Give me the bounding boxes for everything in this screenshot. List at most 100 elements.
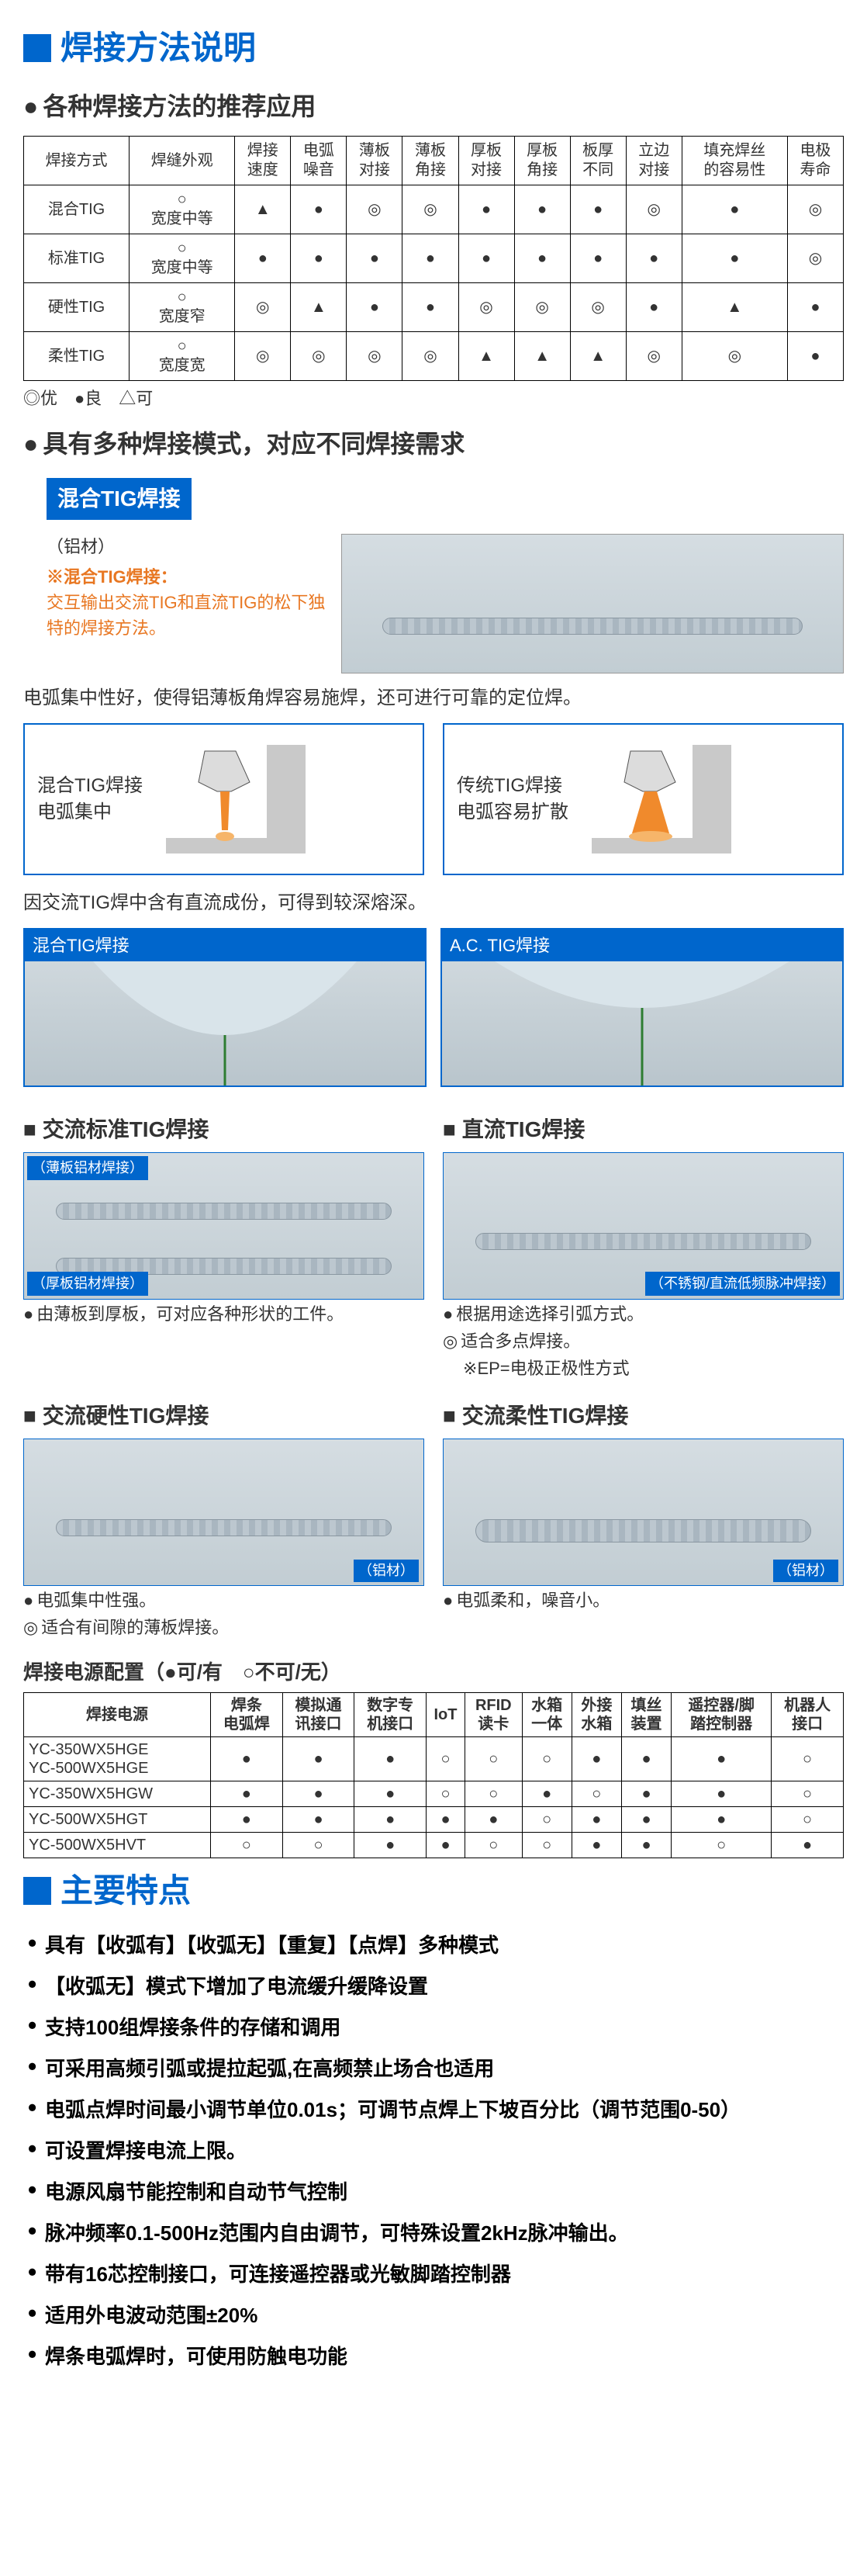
table-cell: ◎ (235, 283, 291, 332)
table-cell: ▲ (682, 283, 787, 332)
table-row: YC-350WX5HGEYC-500WX5HGE●●●○○○●●●○ (24, 1737, 844, 1781)
ac-standard-tig-photo: （薄板铝材焊接） （厚板铝材焊接） (23, 1152, 424, 1300)
table-cell: ● (682, 234, 787, 283)
diag-left-line2: 电弧集中 (37, 799, 143, 826)
mix-tig-heading: 混合TIG焊接 (47, 478, 192, 520)
dc-tig-bullet1: 根据用途选择引弧方式。 (443, 1301, 844, 1327)
table-cell: ● (354, 1737, 427, 1781)
table-cell: ◎ (291, 332, 347, 381)
section-title-welding-methods: 焊接方法说明 (23, 23, 844, 72)
table-cell: ● (291, 234, 347, 283)
thin-plate-label: （薄板铝材焊接） (27, 1156, 148, 1180)
table-cell: ◎ (787, 234, 843, 283)
table-cell: ○ (522, 1737, 572, 1781)
table-cell: ◎ (347, 332, 402, 381)
feature-item: 脉冲频率0.1-500Hz范围内自由调节，可特殊设置2kHz脉冲输出。 (28, 2218, 844, 2249)
pen-right-label: A.C. TIG焊接 (442, 930, 842, 961)
mix-tig-photo (341, 534, 844, 673)
table-cell: ○ (427, 1737, 465, 1781)
table-cell: 硬性TIG (24, 283, 130, 332)
table-row: YC-500WX5HGT●●●●●○●●●○ (24, 1807, 844, 1833)
ac-hard-bullet2: 适合有间隙的薄板焊接。 (23, 1615, 424, 1640)
table-cell: 柔性TIG (24, 332, 130, 381)
power-config-table: 焊接电源焊条电弧焊模拟通讯接口数字专机接口IoTRFID读卡水箱一体外接水箱填丝… (23, 1692, 844, 1858)
table-header-cell: 立边对接 (626, 137, 682, 185)
pen-left-label: 混合TIG焊接 (25, 930, 425, 961)
table-cell: ○ (772, 1781, 844, 1807)
table-cell: ● (354, 1781, 427, 1807)
section-title-features: 主要特点 (23, 1866, 844, 1915)
arc-concentration-desc: 电弧集中性好，使得铝薄板角焊容易施焊，还可进行可靠的定位焊。 (23, 684, 844, 712)
table-cell: ● (427, 1833, 465, 1858)
table-cell: ● (354, 1807, 427, 1833)
table-cell: ● (514, 234, 570, 283)
table-row: 硬性TIG○宽度窄◎▲●●◎◎◎●▲● (24, 283, 844, 332)
ac-standard-tig-heading: 交流标准TIG焊接 (23, 1113, 424, 1146)
mix-tig-notes: （铝材） ※混合TIG焊接： 交互输出交流TIG和直流TIG的松下独特的焊接方法… (47, 534, 326, 673)
table-cell: ● (672, 1737, 772, 1781)
mix-note-title: ※混合TIG焊接： (47, 564, 326, 590)
table-cell: ○ (465, 1781, 522, 1807)
table-cell: ● (347, 283, 402, 332)
ac-hard-tig-heading: 交流硬性TIG焊接 (23, 1400, 424, 1432)
table-cell: YC-350WX5HGEYC-500WX5HGE (24, 1737, 211, 1781)
table-cell: ● (282, 1807, 354, 1833)
weld-bead-graphic (56, 1203, 392, 1220)
table-cell: ◎ (787, 185, 843, 234)
table-header-cell: 模拟通讯接口 (282, 1693, 354, 1737)
table-cell: ● (402, 234, 458, 283)
table-cell: ● (672, 1781, 772, 1807)
table-header-cell: 焊条电弧焊 (211, 1693, 283, 1737)
feature-item: 适用外电波动范围±20% (28, 2301, 844, 2331)
table-cell: ● (235, 234, 291, 283)
diagram-right-text: 传统TIG焊接 电弧容易扩散 (457, 773, 568, 825)
features-list: 具有【收弧有】【收弧无】【重复】【点焊】多种模式【收弧无】模式下增加了电流缓升缓… (28, 1930, 844, 2372)
table-cell: ● (347, 234, 402, 283)
table-header-cell: 机器人接口 (772, 1693, 844, 1737)
ac-hard-tig-photo: （铝材） (23, 1439, 424, 1586)
table-cell: ○ (211, 1833, 283, 1858)
table-cell: ● (626, 234, 682, 283)
feature-item: 支持100组焊接条件的存储和调用 (28, 2013, 844, 2043)
table-header-cell: 遥控器/脚踏控制器 (672, 1693, 772, 1737)
feature-item: 可采用高频引弧或提拉起弧,在高频禁止场合也适用 (28, 2054, 844, 2084)
table-cell: ● (211, 1807, 283, 1833)
feature-item: 电弧点焊时间最小调节单位0.01s；可调节点焊上下坡百分比（调节范围0-50） (28, 2095, 844, 2125)
table-cell: 标准TIG (24, 234, 130, 283)
table-cell: 混合TIG (24, 185, 130, 234)
feature-item: 可设置焊接电流上限。 (28, 2136, 844, 2166)
table-cell: YC-500WX5HVT (24, 1833, 211, 1858)
diagram-left-text: 混合TIG焊接 电弧集中 (37, 773, 143, 825)
ac-soft-tig-photo: （铝材） (443, 1439, 844, 1586)
weld-bead-graphic (475, 1519, 811, 1542)
table-cell: ◎ (626, 185, 682, 234)
table-cell: ○宽度中等 (130, 234, 235, 283)
table-cell: ○ (772, 1737, 844, 1781)
diag-right-line2: 电弧容易扩散 (457, 799, 568, 826)
table-header-cell: 焊接速度 (235, 137, 291, 185)
table-cell: ◎ (347, 185, 402, 234)
weld-bead-graphic (475, 1233, 811, 1250)
feature-item: 电源风扇节能控制和自动节气控制 (28, 2177, 844, 2207)
table-cell: ▲ (235, 185, 291, 234)
table-cell: ▲ (514, 332, 570, 381)
table-cell: ● (402, 283, 458, 332)
table-header-cell: 焊接方式 (24, 137, 130, 185)
weld-bead-graphic (382, 618, 803, 635)
table-cell: ○ (465, 1737, 522, 1781)
table-cell: ● (570, 234, 626, 283)
table-header-cell: 水箱一体 (522, 1693, 572, 1737)
table-cell: ● (572, 1737, 621, 1781)
table-row: 柔性TIG○宽度宽◎◎◎◎▲▲▲◎◎● (24, 332, 844, 381)
diagram-mix-tig: 混合TIG焊接 电弧集中 (23, 723, 424, 875)
table-cell: ● (211, 1737, 283, 1781)
subtitle-modes: 具有多种焊接模式，对应不同焊接需求 (23, 425, 844, 462)
table-cell: ● (626, 283, 682, 332)
table-header-cell: 数字专机接口 (354, 1693, 427, 1737)
weld-bead-graphic (56, 1519, 392, 1536)
shallow-penetration-icon (442, 961, 842, 1085)
table-cell: ○ (672, 1833, 772, 1858)
table-cell: YC-500WX5HGT (24, 1807, 211, 1833)
table-cell: ○ (282, 1833, 354, 1858)
table-cell: ○ (772, 1807, 844, 1833)
